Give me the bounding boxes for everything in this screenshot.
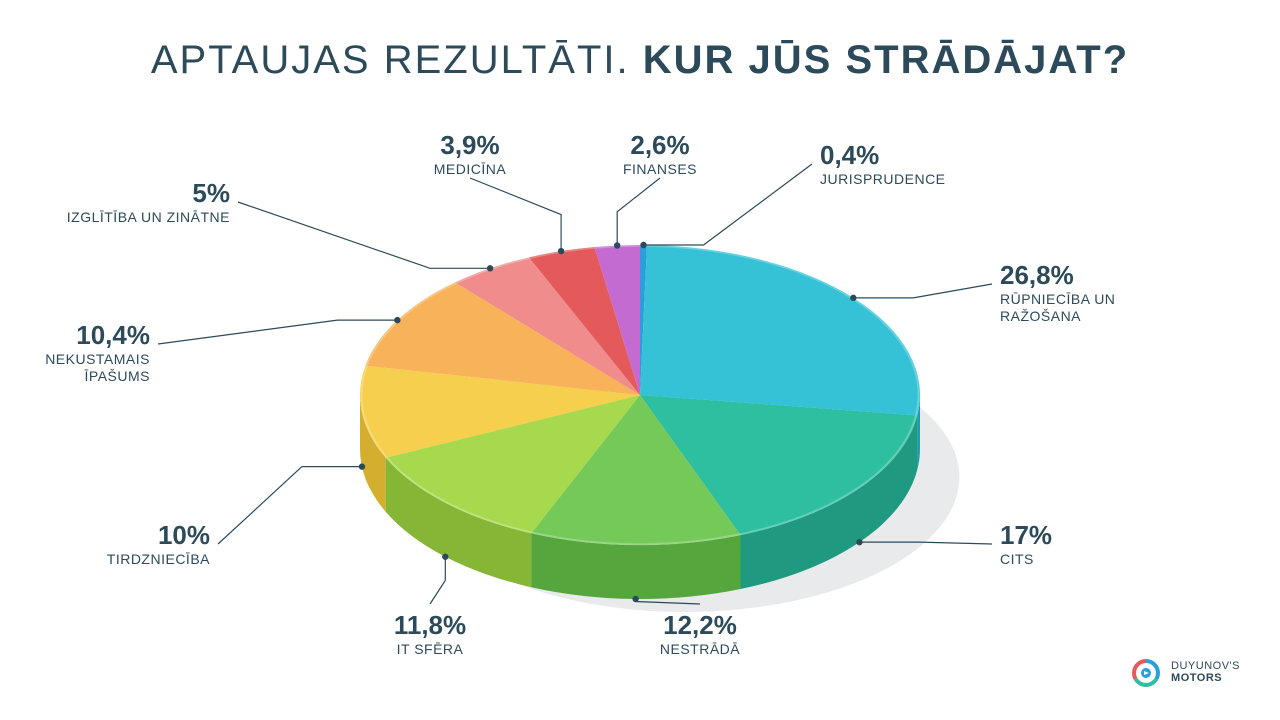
logo-icon	[1129, 656, 1163, 690]
callout-label: NEKUSTAMAIS ĪPAŠUMS	[0, 351, 150, 385]
callout-it: 11,8%IT SFĒRA	[320, 610, 540, 658]
callout-percent: 17%	[1000, 520, 1052, 551]
callout-percent: 12,2%	[590, 610, 810, 641]
logo-line2: MOTORS	[1171, 673, 1240, 685]
callout-label: TIRDZNIECĪBA	[0, 551, 210, 568]
callout-percent: 2,6%	[550, 130, 770, 161]
callout-percent: 26,8%	[1000, 260, 1115, 291]
pie-slice-manufacturing	[640, 245, 920, 415]
callout-label: CITS	[1000, 551, 1052, 568]
callout-label: NESTRĀDĀ	[590, 641, 810, 658]
callout-jurisprudence: 0,4%JURISPRUDENCE	[820, 140, 946, 188]
callout-label: FINANSES	[550, 161, 770, 178]
callout-label: JURISPRUDENCE	[820, 171, 946, 188]
callout-finance: 2,6%FINANSES	[550, 130, 770, 178]
callout-unemployed: 12,2%NESTRĀDĀ	[590, 610, 810, 658]
chart-title: APTAUJAS REZULTĀTI. KUR JŪS STRĀDĀJAT?	[0, 38, 1280, 83]
callout-education: 5%IZGLĪTĪBA UN ZINĀTNE	[10, 178, 230, 226]
callout-manufacturing: 26,8%RŪPNIECĪBA UN RAŽOŠANA	[1000, 260, 1115, 325]
callout-realestate: 10,4%NEKUSTAMAIS ĪPAŠUMS	[0, 320, 150, 385]
stage: APTAUJAS REZULTĀTI. KUR JŪS STRĀDĀJAT? 0…	[0, 0, 1280, 720]
callout-label: RŪPNIECĪBA UN RAŽOŠANA	[1000, 291, 1115, 325]
callout-medicine: 3,9%MEDICĪNA	[360, 130, 580, 178]
callout-percent: 11,8%	[320, 610, 540, 641]
callout-label: IT SFĒRA	[320, 641, 540, 658]
callout-percent: 3,9%	[360, 130, 580, 161]
callout-label: MEDICĪNA	[360, 161, 580, 178]
callout-percent: 10,4%	[0, 320, 150, 351]
callout-other: 17%CITS	[1000, 520, 1052, 568]
callout-percent: 10%	[0, 520, 210, 551]
callout-percent: 0,4%	[820, 140, 946, 171]
title-prefix: APTAUJAS REZULTĀTI.	[151, 38, 643, 82]
callout-trade: 10%TIRDZNIECĪBA	[0, 520, 210, 568]
pie-chart	[300, 180, 980, 620]
logo-text: DUYUNOV'S MOTORS	[1171, 661, 1240, 684]
brand-logo: DUYUNOV'S MOTORS	[1129, 656, 1240, 690]
title-bold: KUR JŪS STRĀDĀJAT?	[643, 38, 1129, 82]
callout-label: IZGLĪTĪBA UN ZINĀTNE	[10, 209, 230, 226]
callout-percent: 5%	[10, 178, 230, 209]
